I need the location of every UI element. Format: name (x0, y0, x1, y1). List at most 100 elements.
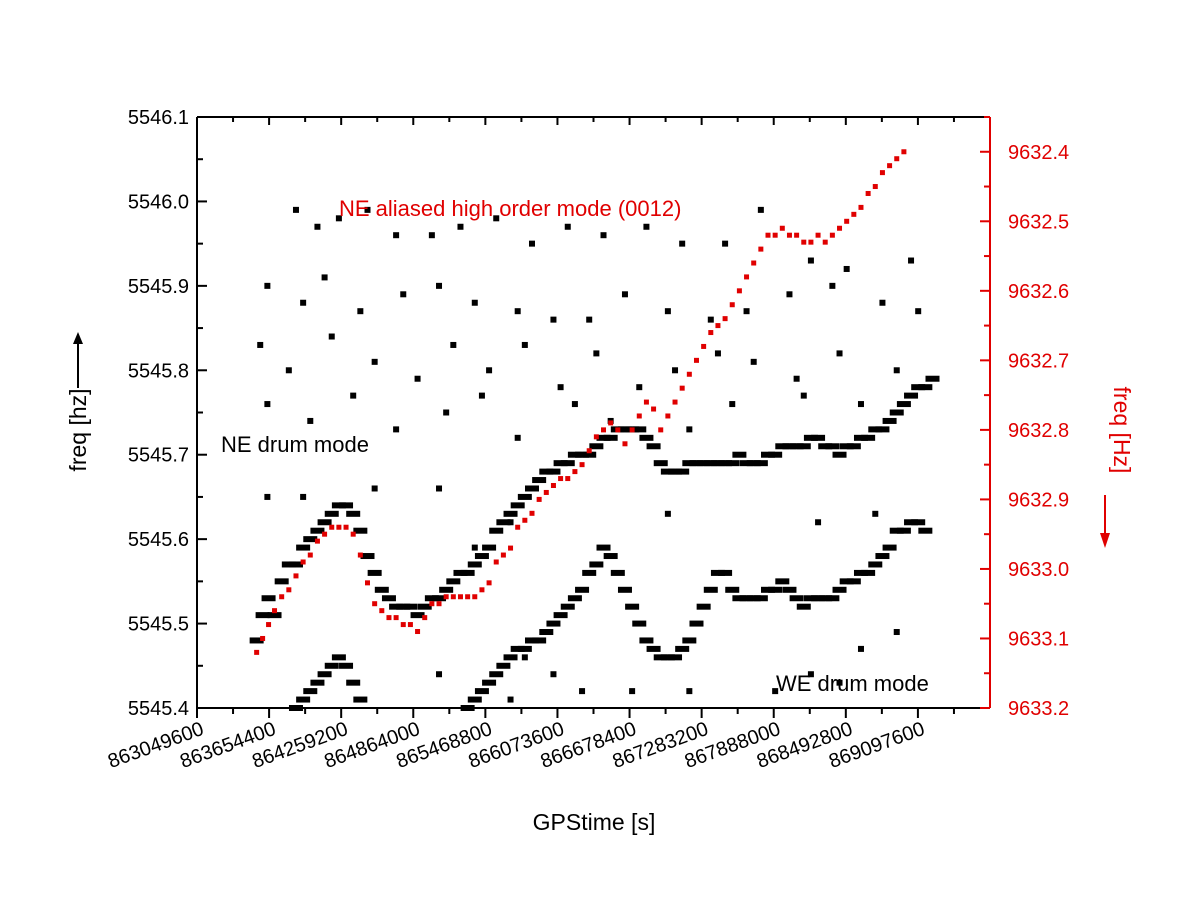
we-drum-point (610, 569, 625, 576)
aliased-mode-point (586, 448, 592, 454)
scatter-point (686, 688, 693, 695)
aliased-mode-point (879, 170, 885, 176)
scatter-point (621, 291, 628, 298)
ne-drum-point (489, 527, 504, 534)
we-drum-point (825, 595, 840, 602)
scatter-point (507, 519, 514, 526)
y-left-tick-label: 5545.8 (128, 360, 189, 382)
aliased-mode-point (772, 232, 778, 238)
aliased-mode-point (450, 594, 456, 600)
aliased-mode-point (322, 531, 328, 537)
we-drum-point (668, 654, 683, 661)
y-left-axis-arrow (73, 332, 83, 388)
ne-drum-point (374, 586, 389, 593)
scatter-point (679, 240, 686, 247)
ne-drum-point (589, 443, 604, 450)
ne-drum-point (446, 578, 461, 585)
we-drum-point (324, 662, 339, 669)
scatter-point (714, 350, 721, 357)
scatter-point (493, 215, 500, 222)
ne-drum-point (546, 468, 561, 475)
aliased-mode-point (658, 427, 664, 433)
ne-drum-point (861, 434, 876, 441)
aliased-mode-point (422, 615, 428, 621)
scatter-point (600, 232, 607, 239)
ne-drum-point (904, 392, 919, 399)
ne-drum-point (811, 434, 826, 441)
ne-drum-point (367, 569, 382, 576)
ne-drum-point (896, 401, 911, 408)
scatter-point (357, 308, 364, 315)
we-drum-point (532, 637, 547, 644)
ne-drum-point (582, 451, 597, 458)
ne-drum-point (918, 384, 933, 391)
ne-drum-point (868, 426, 883, 433)
scatter-point (400, 291, 407, 298)
we-drum-point (646, 645, 661, 652)
scatter-point (292, 206, 299, 213)
ne-drum-point (782, 443, 797, 450)
ne-drum-point (496, 519, 511, 526)
aliased-mode-point (779, 225, 785, 231)
scatter-point (514, 434, 521, 441)
scatter-point (571, 401, 578, 408)
y-right-tick-label: 9632.9 (1008, 489, 1069, 511)
aliased-mode-point (786, 232, 792, 238)
y-left-tick-label: 5546.0 (128, 191, 189, 213)
aliased-mode-point (622, 441, 628, 447)
y-left-tick-label: 5545.7 (128, 445, 189, 467)
ne-drum-point (360, 553, 375, 560)
scatter-point (664, 510, 671, 517)
we-drum-point (725, 586, 740, 593)
scatter-point (457, 223, 464, 230)
y-left-tick-label: 5545.9 (128, 276, 189, 298)
we-drum-point (710, 569, 725, 576)
y-right-ticks: 9633.2 9633.1 9633.0 9632.9 9632.8 9632.7 9632… (980, 116, 1069, 720)
scatter-point (707, 316, 714, 323)
aliased-mode-point (543, 489, 549, 495)
we-drum-point (675, 645, 690, 652)
scatter-point (579, 688, 586, 695)
scatter-point (393, 232, 400, 239)
we-drum-point (546, 620, 561, 627)
scatter-point (915, 308, 922, 315)
ne-drum-point (517, 493, 532, 500)
aliased-mode-point (558, 476, 564, 482)
ne-drum-point (803, 434, 818, 441)
aliased-mode-point (386, 615, 392, 621)
we-drum-point (846, 578, 861, 585)
we-drum-point (503, 654, 518, 661)
we-drum-point (303, 688, 318, 695)
ne-drum-point (768, 451, 783, 458)
aliased-mode-point (379, 608, 385, 614)
scatter-point (393, 426, 400, 433)
ne-drum-point (553, 460, 568, 467)
ne-drum-point (460, 569, 475, 576)
ne-drum-point (324, 510, 339, 517)
we-drum-point (489, 671, 504, 678)
we-drum-point (896, 527, 911, 534)
scatter-point (793, 375, 800, 382)
ne-drum-point (482, 544, 497, 551)
we-drum-point (560, 603, 575, 610)
ne-drum-point (889, 409, 904, 416)
scatter-point (521, 341, 528, 348)
ne-drum-point (660, 468, 675, 475)
aliased-mode-point (486, 580, 492, 586)
we-drum-point (904, 519, 919, 526)
scatter-point (550, 671, 557, 678)
we-drum-point (510, 645, 525, 652)
aliased-mode-point (686, 371, 692, 377)
scatter-point (436, 282, 443, 289)
ne-drum-point (732, 451, 747, 458)
aliased-mode-point (872, 184, 878, 190)
aliased-mode-point (608, 420, 614, 426)
scatter-point (300, 299, 307, 306)
scatter-point (593, 350, 600, 357)
aliased-mode-point (651, 406, 657, 412)
ne-drum-point (503, 510, 518, 517)
ne-drum-point (381, 595, 396, 602)
scatter-point (672, 367, 679, 374)
ne-drum-point (689, 460, 704, 467)
aliased-mode-point (314, 538, 320, 544)
